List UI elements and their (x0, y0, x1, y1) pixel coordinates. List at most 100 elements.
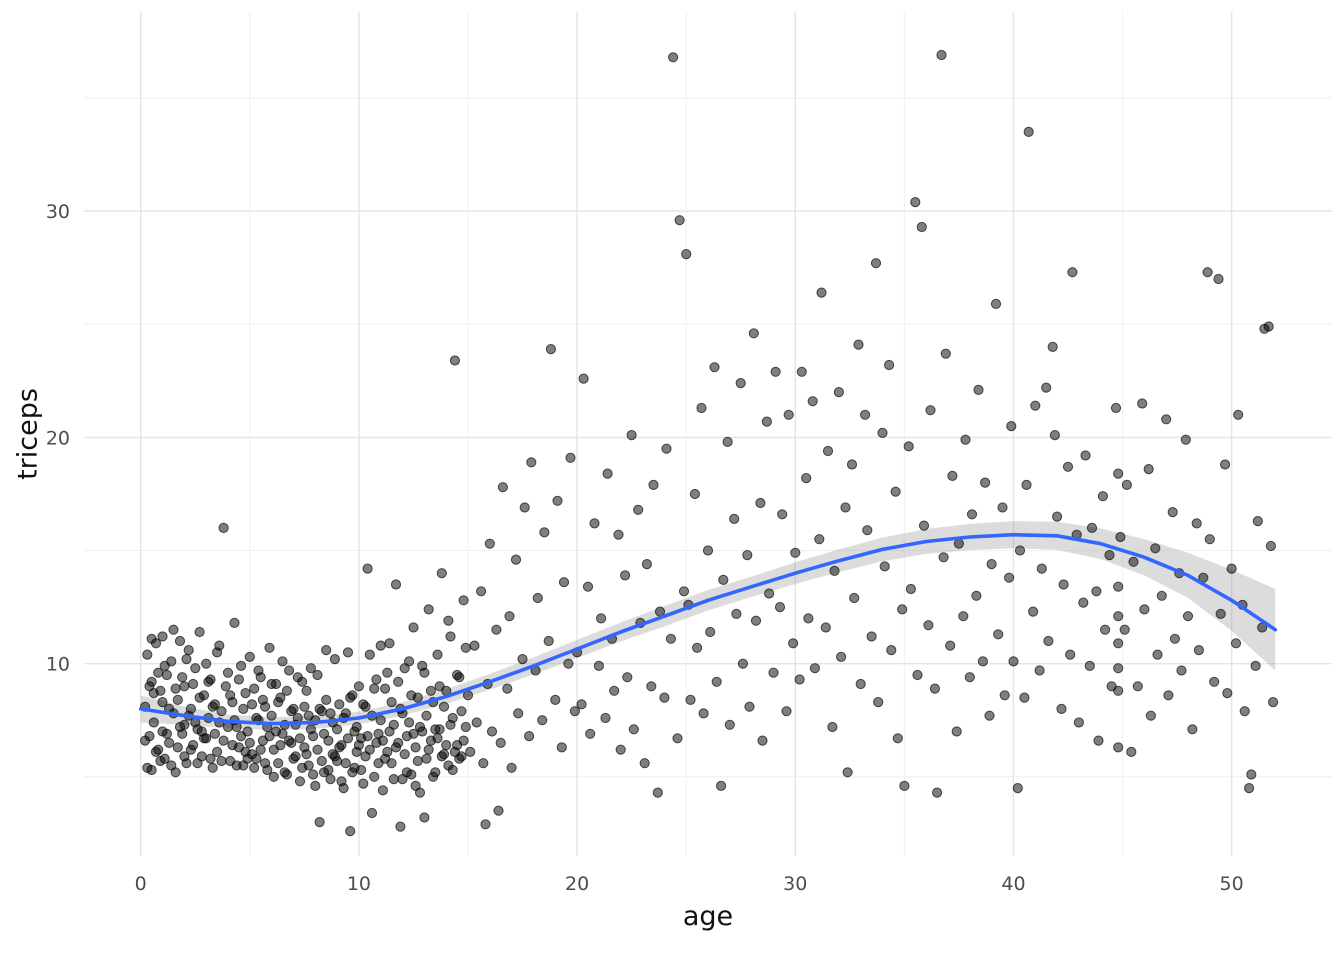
scatter-point (729, 513, 740, 525)
scatter-point (1137, 398, 1148, 409)
scatter-point (336, 740, 347, 751)
scatter-point (770, 366, 781, 377)
scatter-point (408, 622, 419, 633)
scatter-point (705, 626, 716, 638)
scatter-point (735, 378, 746, 389)
scatter-point (609, 685, 620, 696)
scatter-point (308, 769, 319, 780)
scatter-point (157, 697, 168, 708)
scatter-point (1023, 126, 1034, 137)
scatter-point (338, 783, 349, 794)
scatter-point (142, 649, 153, 660)
scatter-point (325, 774, 336, 785)
scatter-point (1004, 572, 1015, 583)
scatter-point (382, 667, 393, 678)
scatter-point (284, 665, 295, 676)
scatter-point (288, 703, 299, 715)
scatter-point (153, 744, 164, 755)
grid-major (84, 12, 1332, 856)
scatter-point (270, 678, 282, 690)
scatter-point (305, 663, 316, 674)
scatter-point (449, 355, 460, 366)
scatter-point (244, 651, 255, 663)
scatter-point (240, 688, 251, 699)
scatter-point (340, 708, 351, 719)
scatter-point (1193, 645, 1205, 656)
scatter-point (661, 443, 672, 454)
scatter-point (351, 721, 362, 733)
scatter-point (423, 604, 434, 615)
scatter-point (602, 468, 613, 479)
scatter-point (550, 694, 561, 706)
scatter-point (174, 635, 186, 647)
scatter-point (846, 459, 858, 470)
scatter-point (366, 807, 378, 819)
scatter-point (438, 749, 450, 760)
scatter-point (164, 737, 175, 749)
scatter-point (1126, 746, 1137, 758)
scatter-point (768, 667, 779, 678)
scatter-point (297, 676, 308, 687)
scatter-point (447, 764, 458, 776)
scatter-point (744, 701, 755, 712)
scatter-point (294, 733, 306, 744)
scatter-point (556, 742, 567, 753)
scatter-point (685, 694, 696, 706)
scatter-point (390, 579, 402, 590)
scatter-point (884, 359, 895, 371)
scatter-point (593, 660, 605, 672)
scatter-point (788, 638, 799, 649)
scatter-point (1052, 511, 1063, 522)
scatter-point (312, 744, 323, 755)
scatter-point (641, 559, 653, 570)
scatter-point (849, 592, 860, 604)
scatter-point (613, 529, 624, 540)
scatter-point (325, 708, 336, 719)
scatter-point (222, 667, 234, 678)
scatter-point (386, 697, 397, 708)
scatter-point (517, 654, 528, 665)
scatter-point (484, 538, 495, 549)
scatter-point (166, 656, 177, 667)
scatter-point (410, 742, 421, 753)
scatter-point (1204, 534, 1215, 545)
scatter-point (273, 758, 284, 769)
scatter-point (1265, 540, 1277, 552)
scatter-point (244, 737, 255, 749)
scatter-point (177, 672, 188, 683)
scatter-point (1104, 550, 1115, 561)
scatter-point (157, 631, 168, 642)
scatter-point (1150, 543, 1161, 554)
scatter-point (794, 674, 805, 685)
scatter-point (698, 708, 709, 719)
scatter-point (310, 780, 321, 792)
scatter-point (993, 629, 1004, 640)
scatter-point (478, 758, 489, 769)
scatter-point (674, 215, 685, 226)
x-tick-label: 50 (1220, 873, 1244, 895)
scatter-point (347, 690, 358, 701)
scatter-point (1139, 604, 1150, 615)
scatter-point (589, 518, 600, 529)
scatter-point (842, 767, 853, 778)
scatter-point (227, 697, 238, 708)
scatter-point (990, 298, 1002, 309)
scatter-point (873, 697, 884, 708)
scatter-point (539, 527, 550, 538)
scatter-point (977, 656, 989, 667)
scatter-point (742, 550, 753, 561)
scatter-point (436, 568, 447, 579)
scatter-point (458, 735, 469, 746)
scatter-point (249, 762, 260, 773)
scatter-point (266, 710, 277, 721)
scatter-point (665, 633, 677, 644)
scatter-point (323, 735, 334, 746)
scatter-point (188, 740, 199, 751)
scatter-point (1067, 267, 1078, 278)
scatter-point (932, 787, 943, 798)
scatter-point (421, 710, 432, 721)
scatter-point (761, 416, 773, 427)
scatter-point (1006, 421, 1017, 432)
scatter-point (388, 719, 399, 730)
scatter-point (820, 622, 831, 633)
